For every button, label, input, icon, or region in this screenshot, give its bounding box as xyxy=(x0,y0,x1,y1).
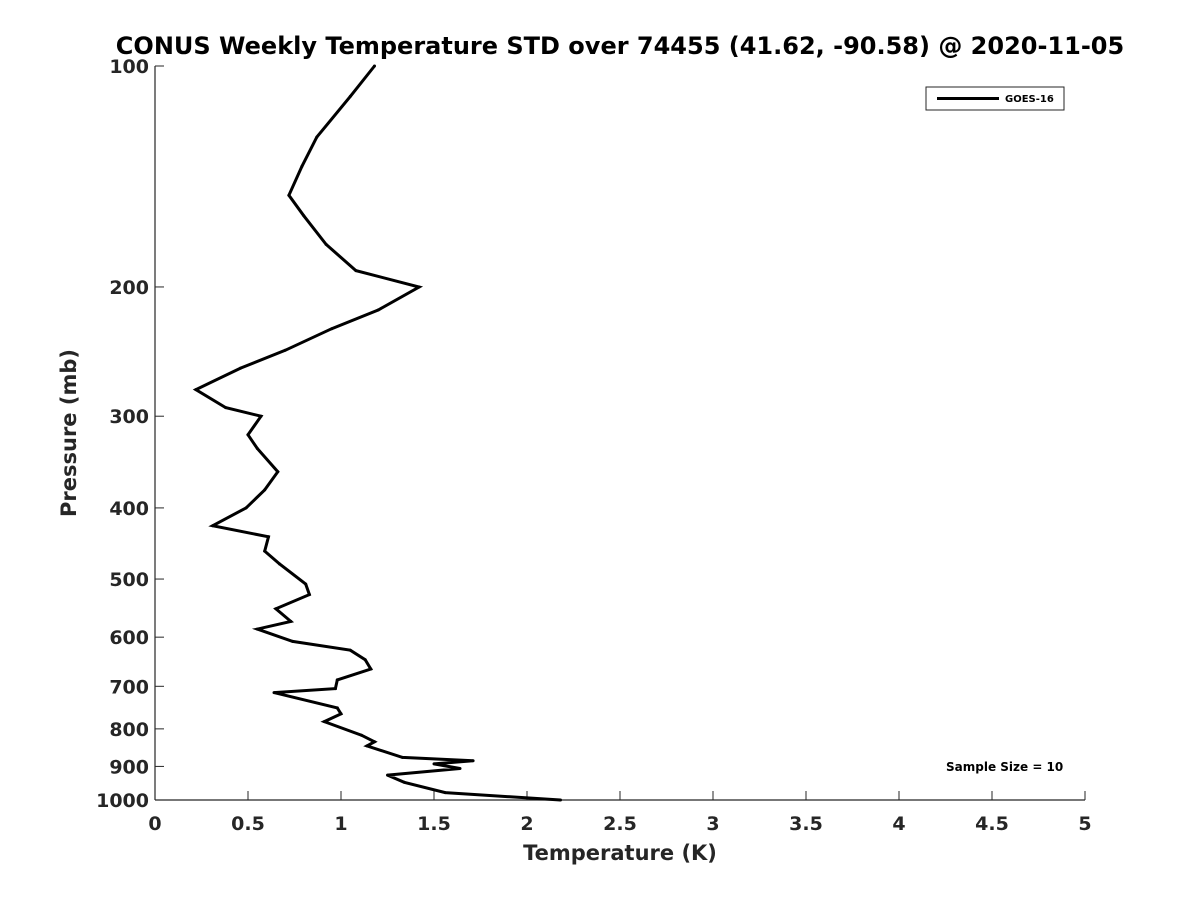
x-tick-label: 2 xyxy=(520,813,533,835)
data-point xyxy=(255,627,259,631)
data-point xyxy=(354,269,358,273)
series-layer xyxy=(192,64,562,802)
data-point xyxy=(283,348,287,352)
data-point xyxy=(287,193,291,197)
data-point xyxy=(278,562,282,566)
x-tick-label: 5 xyxy=(1078,813,1091,835)
data-point xyxy=(291,639,295,643)
x-tick-label: 2.5 xyxy=(603,813,637,835)
data-point xyxy=(315,135,319,139)
data-point xyxy=(267,535,270,539)
data-point xyxy=(402,780,406,784)
y-tick-label: 700 xyxy=(109,676,149,698)
data-point xyxy=(255,447,259,450)
x-tick-label: 3 xyxy=(706,813,719,835)
data-point xyxy=(386,773,389,777)
legend-label-goes-16: GOES-16 xyxy=(1005,94,1054,105)
sample-size-annotation: Sample Size = 10 xyxy=(946,760,1063,774)
y-tick-label: 500 xyxy=(109,569,149,591)
data-point xyxy=(194,388,198,392)
data-point xyxy=(443,791,447,795)
data-point xyxy=(458,767,462,770)
data-point xyxy=(365,744,369,748)
y-tick-label: 600 xyxy=(109,627,149,649)
chart-title: CONUS Weekly Temperature STD over 74455 … xyxy=(116,32,1124,60)
data-point xyxy=(211,524,215,528)
y-tick-label: 300 xyxy=(109,406,149,428)
data-point xyxy=(276,470,280,474)
legend[interactable]: GOES-16 xyxy=(925,86,1065,111)
y-tick-label: 900 xyxy=(109,756,149,778)
data-point xyxy=(302,214,306,218)
data-point xyxy=(373,64,376,68)
data-point xyxy=(432,762,436,766)
data-point xyxy=(363,658,367,662)
data-point xyxy=(304,582,308,586)
data-point xyxy=(263,488,267,492)
x-tick-label: 4.5 xyxy=(975,813,1009,835)
data-point xyxy=(335,706,339,710)
y-tick-label: 100 xyxy=(109,56,149,78)
data-point xyxy=(348,94,352,98)
x-tick-label: 1.5 xyxy=(417,813,451,835)
data-point xyxy=(330,327,334,331)
x-tick-label: 4 xyxy=(892,813,905,835)
data-point xyxy=(259,414,263,418)
data-point xyxy=(471,759,475,763)
data-point xyxy=(272,691,276,695)
data-point xyxy=(246,433,250,437)
data-point xyxy=(300,164,304,168)
data-point xyxy=(244,506,248,510)
y-tick-label: 1000 xyxy=(96,790,149,812)
x-tick-label: 0 xyxy=(148,813,161,835)
data-point xyxy=(289,619,293,623)
data-point xyxy=(348,648,352,652)
y-axis-ticks: 100 200 300 400 500 600 700 800 900 1000 xyxy=(96,56,164,812)
data-point xyxy=(324,242,328,246)
series-line-goes-16 xyxy=(192,65,561,802)
data-point xyxy=(263,549,267,553)
data-point xyxy=(376,308,380,312)
data-point xyxy=(369,667,373,671)
data-point xyxy=(322,720,326,724)
y-tick-label: 800 xyxy=(109,719,149,741)
data-point xyxy=(333,687,337,691)
data-point xyxy=(274,607,278,611)
data-point xyxy=(400,755,404,759)
data-point xyxy=(224,406,228,410)
y-axis-label: Pressure (mb) xyxy=(57,349,81,517)
x-tick-label: 0.5 xyxy=(231,813,265,835)
data-point xyxy=(307,593,311,597)
y-tick-label: 400 xyxy=(109,498,149,520)
y-tick-label: 200 xyxy=(109,277,149,299)
data-point xyxy=(239,366,243,370)
data-point xyxy=(373,740,376,744)
data-point xyxy=(360,733,363,737)
data-point xyxy=(339,712,343,716)
x-tick-label: 3.5 xyxy=(789,813,823,835)
data-point xyxy=(417,285,421,289)
x-tick-label: 1 xyxy=(334,813,347,835)
x-axis-ticks: 0 0.5 1 1.5 2 2.5 3 3.5 4 4.5 5 xyxy=(148,791,1092,835)
data-point xyxy=(335,678,339,682)
x-axis-label: Temperature (K) xyxy=(523,841,717,865)
data-point xyxy=(559,798,562,802)
